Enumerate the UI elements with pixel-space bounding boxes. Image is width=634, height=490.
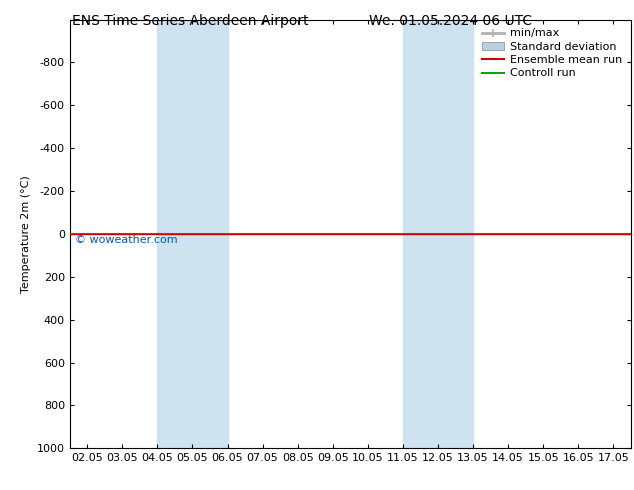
Bar	[403, 20, 473, 448]
Text: © woweather.com: © woweather.com	[75, 235, 178, 245]
Text: ENS Time Series Aberdeen Airport: ENS Time Series Aberdeen Airport	[72, 14, 309, 28]
Bar	[157, 20, 228, 448]
Y-axis label: Temperature 2m (°C): Temperature 2m (°C)	[22, 175, 31, 293]
Legend: min/max, Standard deviation, Ensemble mean run, Controll run: min/max, Standard deviation, Ensemble me…	[479, 25, 625, 82]
Text: We. 01.05.2024 06 UTC: We. 01.05.2024 06 UTC	[368, 14, 532, 28]
